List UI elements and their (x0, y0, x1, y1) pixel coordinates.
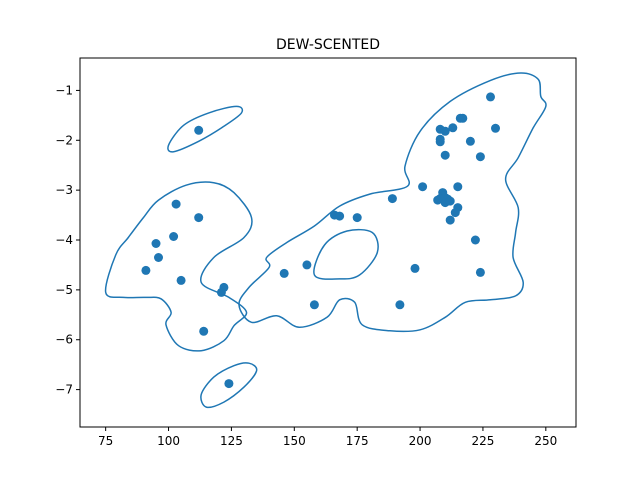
x-tick-label: 175 (346, 434, 369, 448)
y-tick-label: −5 (55, 283, 73, 297)
x-tick-label: 225 (471, 434, 494, 448)
y-tick-label: −6 (55, 333, 73, 347)
data-point (445, 215, 455, 225)
y-tick-label: −1 (55, 83, 73, 97)
data-point (458, 113, 468, 123)
x-tick-label: 250 (534, 434, 557, 448)
data-point (475, 267, 485, 277)
chart-title: DEW-SCENTED (276, 37, 380, 53)
y-tick-label: −3 (55, 183, 73, 197)
data-point (491, 123, 500, 133)
data-point (171, 199, 181, 209)
data-point (216, 287, 226, 297)
data-point (448, 123, 458, 133)
data-point (309, 300, 319, 310)
data-point (224, 379, 234, 389)
data-point (279, 268, 289, 278)
data-point (154, 253, 163, 262)
density-contour (238, 72, 547, 333)
axes: 75 100 125 150 175 200 225 250 −7 −6 −5 −4 −3 −2 −1 (55, 57, 577, 448)
x-tick-label: 150 (283, 434, 306, 448)
x-tick-label: 75 (98, 434, 113, 448)
density-contours (104, 72, 547, 409)
data-point (453, 182, 463, 192)
data-point (486, 92, 495, 102)
data-point (418, 182, 428, 192)
data-point (176, 275, 186, 285)
data-point (450, 208, 460, 218)
x-tick-label: 100 (157, 434, 180, 448)
data-point (169, 232, 179, 241)
data-point (395, 300, 405, 310)
data-point (151, 239, 161, 248)
data-point (465, 136, 475, 146)
data-point (410, 263, 420, 273)
data-point (440, 126, 450, 136)
data-point (335, 211, 345, 221)
density-contour (313, 228, 379, 280)
y-tick-label: −7 (55, 383, 73, 397)
density-contour (200, 362, 258, 409)
data-point (199, 326, 209, 336)
x-tick-label: 200 (409, 434, 432, 448)
data-point (302, 260, 312, 270)
y-tick-label: −2 (55, 133, 73, 147)
data-point (435, 137, 445, 147)
data-point (352, 213, 362, 223)
data-point (194, 125, 204, 135)
data-point (470, 235, 480, 245)
plot-frame (79, 57, 577, 428)
y-tick-label: −4 (55, 233, 73, 247)
density-contour (104, 181, 253, 352)
data-point (387, 194, 397, 204)
x-tick-label: 125 (220, 434, 243, 448)
data-point (440, 150, 450, 160)
data-point (445, 196, 455, 206)
data-point (194, 213, 204, 223)
scatter-points (141, 92, 500, 389)
data-point (475, 152, 485, 162)
density-contour (167, 105, 244, 153)
data-point (141, 265, 151, 275)
